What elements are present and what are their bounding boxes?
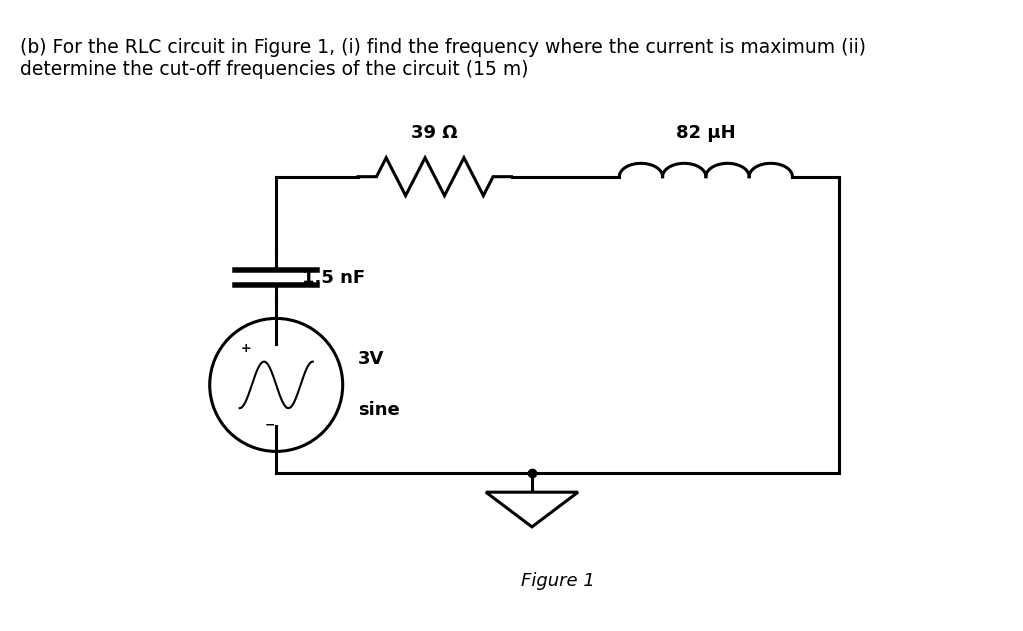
Text: Figure 1: Figure 1 — [521, 572, 594, 589]
Text: −: − — [264, 418, 275, 432]
Polygon shape — [486, 492, 578, 527]
Text: 3V: 3V — [358, 350, 385, 369]
Text: sine: sine — [358, 401, 400, 420]
Text: 39 Ω: 39 Ω — [411, 124, 458, 142]
Text: 1.5 nF: 1.5 nF — [302, 269, 365, 286]
Text: (b) For the RLC circuit in Figure 1, (i) find the frequency where the current is: (b) For the RLC circuit in Figure 1, (i)… — [20, 38, 866, 79]
Text: +: + — [241, 342, 252, 355]
Text: 82 μH: 82 μH — [676, 124, 736, 142]
